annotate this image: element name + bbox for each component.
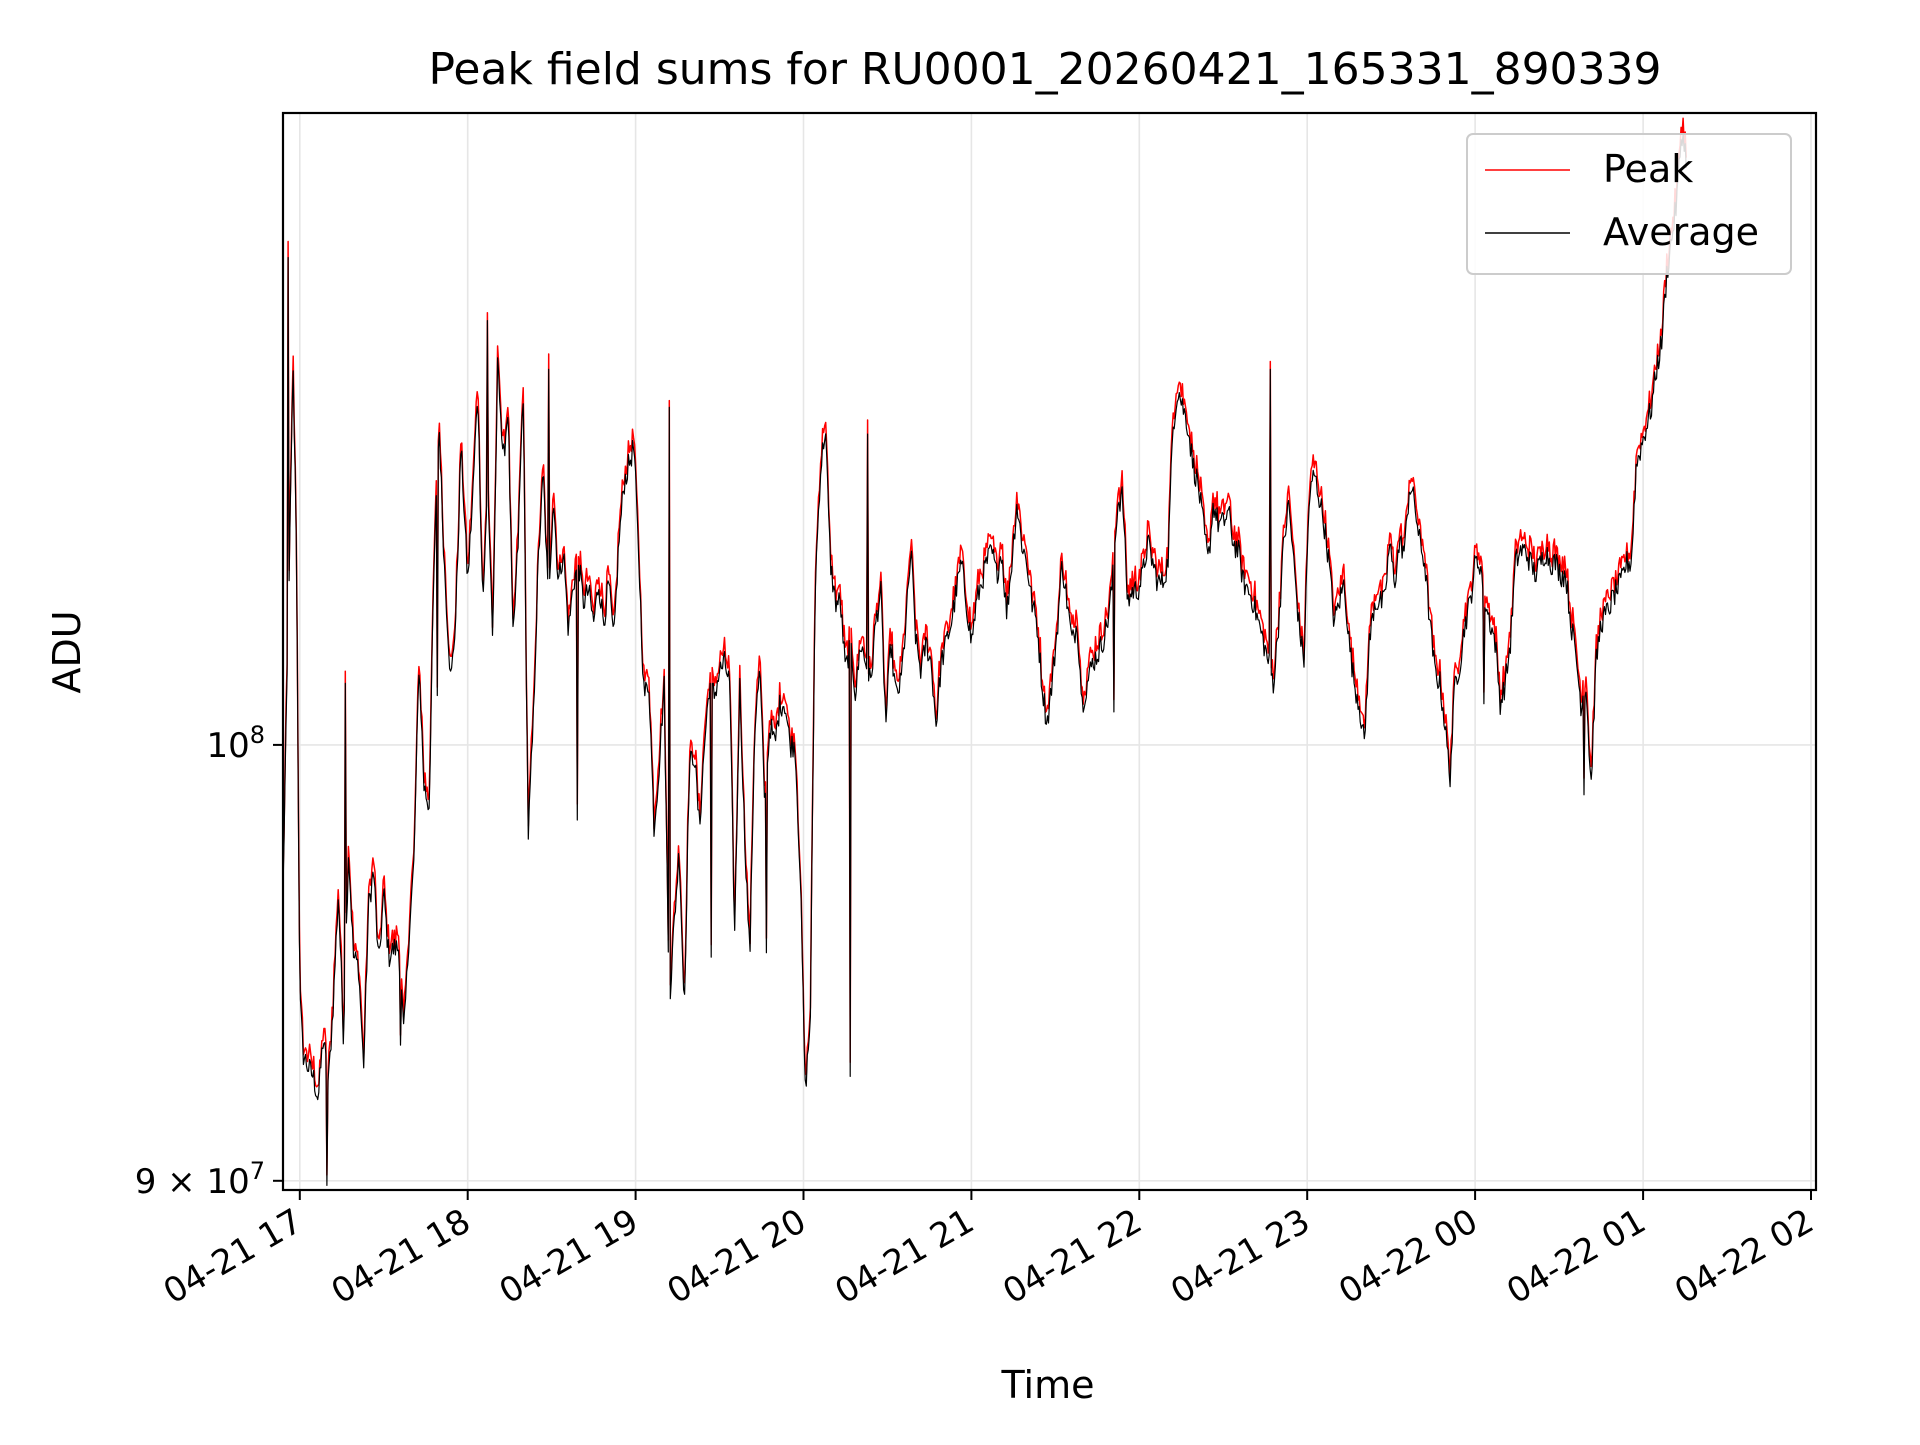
legend-label-average: Average	[1603, 210, 1759, 254]
chart-title: Peak field sums for RU0001_20260421_1653…	[428, 44, 1661, 95]
plot-area	[283, 117, 1687, 1187]
legend: Peak Average	[1466, 133, 1792, 275]
legend-label-peak: Peak	[1603, 147, 1693, 191]
grid-lines	[283, 113, 1816, 1190]
y-axis-label: ADU	[45, 610, 89, 693]
x-axis-label: Time	[1001, 1363, 1095, 1407]
y-tick-label-exponent: 7	[250, 1157, 265, 1185]
y-tick-label-base: 10	[206, 726, 249, 766]
y-tick-label-exponent: 8	[250, 721, 265, 749]
plot-frame	[281, 111, 1818, 1192]
legend-box	[1466, 133, 1792, 275]
y-tick-label-base: 9 × 10	[135, 1162, 250, 1202]
y-tick-label: 108	[206, 721, 265, 766]
y-tick-label: 9 × 107	[135, 1157, 265, 1202]
y-axis: 9 × 107 108	[135, 721, 283, 1202]
series-line-average	[283, 132, 1687, 1187]
